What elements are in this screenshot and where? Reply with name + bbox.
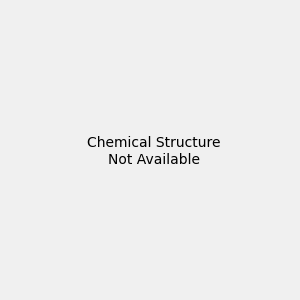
Text: Chemical Structure
Not Available: Chemical Structure Not Available — [87, 136, 220, 166]
